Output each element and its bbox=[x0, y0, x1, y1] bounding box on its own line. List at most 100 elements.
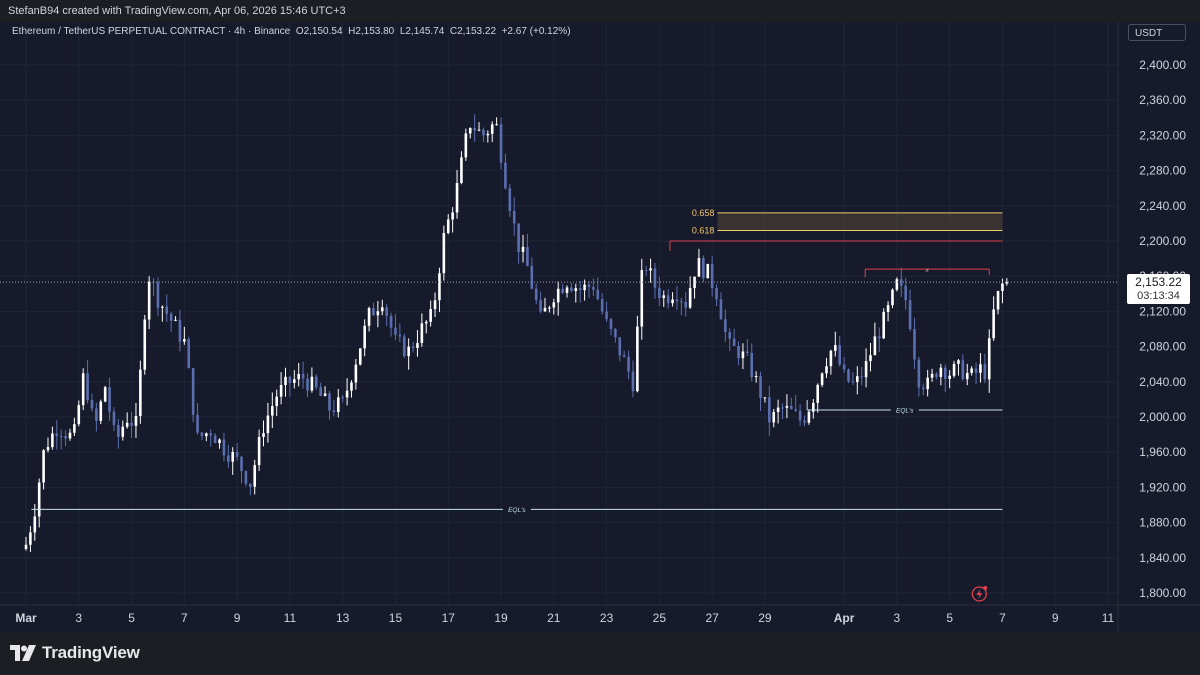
candle-body bbox=[196, 414, 199, 433]
level-label: EQL's bbox=[508, 507, 526, 514]
candle-body bbox=[618, 337, 622, 356]
y-tick-label: 2,040.00 bbox=[1139, 375, 1186, 389]
candle-body bbox=[402, 336, 406, 357]
candle-body bbox=[614, 328, 617, 338]
candle-body bbox=[965, 372, 969, 380]
candle-body bbox=[244, 471, 248, 484]
candle-body bbox=[592, 287, 595, 290]
candle-body bbox=[636, 326, 639, 392]
candle-body bbox=[921, 387, 925, 390]
candle-body bbox=[284, 376, 287, 386]
x-tick-label: Mar bbox=[15, 611, 37, 625]
candle-body bbox=[504, 162, 507, 189]
candle-body bbox=[266, 415, 270, 434]
candle-body bbox=[521, 246, 525, 252]
candle-body bbox=[640, 270, 644, 327]
candle-body bbox=[253, 465, 257, 487]
last-price-tag: 2,153.22 03:13:34 bbox=[1127, 274, 1190, 304]
candle-body bbox=[860, 376, 863, 378]
candle-body bbox=[702, 258, 705, 279]
candle-body bbox=[710, 263, 714, 289]
candle-body bbox=[693, 276, 696, 289]
credit-text: StefanB94 created with TradingView.com, … bbox=[8, 5, 346, 17]
candle-body bbox=[130, 422, 133, 426]
price-chart[interactable]: 1,800.00 1,840.00 1,880.00 1,920.00 1,960.00… bbox=[0, 22, 1200, 632]
brand-name: TradingView bbox=[42, 643, 140, 662]
candle-body bbox=[174, 319, 177, 321]
x-tick-label: 5 bbox=[946, 611, 953, 625]
candle-body bbox=[438, 273, 441, 301]
candle-body bbox=[570, 287, 573, 292]
candle-body bbox=[842, 364, 846, 370]
candle-body bbox=[90, 400, 94, 409]
candle-body bbox=[139, 369, 142, 416]
candle-body bbox=[930, 373, 934, 378]
candle-body bbox=[156, 282, 160, 308]
candle-body bbox=[666, 295, 670, 304]
candle-body bbox=[737, 345, 740, 359]
candle-body bbox=[262, 433, 265, 438]
candle-body bbox=[719, 299, 723, 320]
candle-body bbox=[754, 376, 758, 378]
candle-body bbox=[680, 301, 683, 303]
chart-panel[interactable]: 1,800.00 1,840.00 1,880.00 1,920.00 1,960.00… bbox=[0, 22, 1200, 632]
candle-body bbox=[499, 124, 503, 163]
candle-body bbox=[658, 287, 661, 298]
candle-body bbox=[495, 124, 498, 126]
x-tick-label: 29 bbox=[758, 611, 772, 625]
candle-body bbox=[609, 319, 613, 329]
candle-body bbox=[952, 363, 956, 376]
candle-body bbox=[904, 285, 907, 301]
y-tick-label: 2,280.00 bbox=[1139, 164, 1186, 178]
candle-body bbox=[147, 281, 151, 320]
x-tick-label: 27 bbox=[705, 611, 719, 625]
candle-body bbox=[336, 397, 340, 412]
candle-body bbox=[816, 384, 820, 403]
candle-body bbox=[926, 377, 929, 390]
candle-body bbox=[200, 432, 204, 437]
candle-body bbox=[605, 311, 608, 320]
candle-body bbox=[59, 435, 63, 437]
candle-body bbox=[442, 233, 446, 274]
candle-body bbox=[68, 432, 72, 439]
x-tick-label: 9 bbox=[1052, 611, 1059, 625]
candle-body bbox=[240, 456, 243, 472]
x-tick-label: 7 bbox=[181, 611, 188, 625]
candle-body bbox=[257, 437, 261, 466]
candle-body bbox=[117, 425, 120, 437]
candle-body bbox=[218, 439, 221, 444]
candle-body bbox=[213, 435, 217, 444]
candle-body bbox=[851, 381, 855, 383]
candle-body bbox=[231, 451, 235, 462]
candle-body bbox=[486, 133, 490, 136]
candle-body bbox=[81, 373, 85, 406]
candle-body bbox=[429, 309, 432, 322]
candle-body bbox=[891, 289, 894, 306]
candle-body bbox=[790, 405, 793, 409]
x-tick-label: 11 bbox=[1102, 611, 1115, 625]
fib-label: 0.618 bbox=[692, 225, 715, 235]
candle-body bbox=[728, 332, 732, 339]
candle-body bbox=[73, 424, 76, 433]
candle-body bbox=[508, 188, 512, 211]
candle-body bbox=[987, 338, 991, 380]
tradingview-logo-icon bbox=[10, 645, 36, 661]
candle-body bbox=[688, 288, 692, 308]
candle-body bbox=[913, 329, 916, 360]
candle-body bbox=[433, 300, 437, 310]
candle-body bbox=[358, 348, 362, 365]
x-tick-label: 15 bbox=[389, 611, 403, 625]
candle-body bbox=[750, 352, 754, 378]
candle-body bbox=[948, 375, 951, 379]
currency-selector[interactable]: USDT bbox=[1128, 24, 1186, 41]
x-tick-label: 25 bbox=[653, 611, 667, 625]
candle-body bbox=[112, 411, 116, 426]
candle-body bbox=[29, 532, 32, 545]
y-tick-label: 2,240.00 bbox=[1139, 199, 1186, 213]
x-tick-label: 23 bbox=[600, 611, 614, 625]
candle-body bbox=[187, 339, 191, 369]
candle-body bbox=[394, 327, 397, 335]
candle-body bbox=[543, 307, 547, 312]
candle-body bbox=[715, 288, 718, 300]
candle-body bbox=[534, 288, 538, 301]
